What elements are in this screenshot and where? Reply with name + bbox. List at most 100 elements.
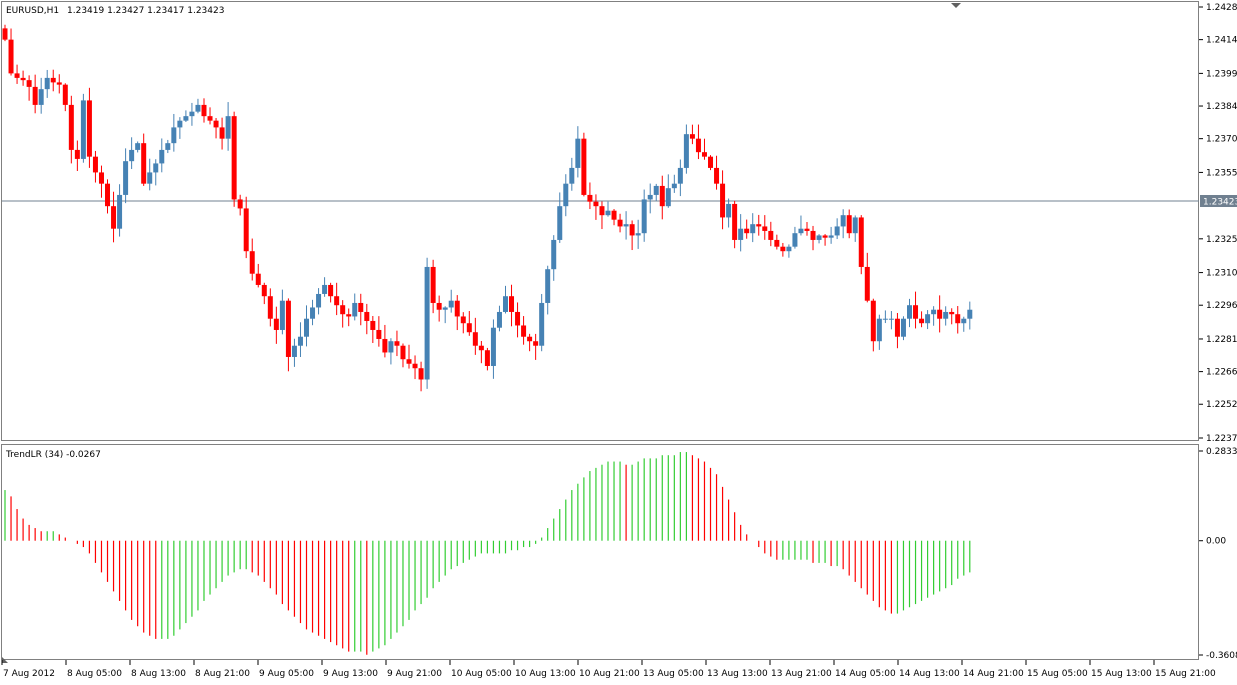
candle [225, 102, 231, 151]
candle [653, 183, 659, 201]
candle-body [448, 300, 454, 308]
candle [177, 117, 183, 139]
candle [780, 242, 786, 257]
candle-body [900, 318, 906, 337]
candle-body [665, 188, 671, 207]
candle [153, 159, 159, 186]
candle [159, 138, 165, 173]
candle-body [792, 233, 798, 247]
candle [147, 158, 153, 191]
candle-body [671, 183, 677, 189]
chart-frame [1, 1, 1199, 663]
candle [454, 295, 460, 331]
candle-body [454, 300, 460, 317]
candle-body [195, 104, 201, 112]
candle-body [870, 300, 876, 342]
candle-body [611, 210, 617, 220]
candle [593, 194, 599, 220]
candle [364, 303, 370, 335]
time-tick-label: 8 Aug 05:00 [67, 669, 122, 679]
candle [744, 219, 750, 239]
candle-body [177, 120, 183, 128]
candle [683, 124, 689, 174]
candle [448, 289, 454, 313]
candle-body [310, 307, 316, 319]
candle-body [44, 77, 50, 90]
candle-body [750, 224, 756, 234]
candle [587, 182, 593, 210]
candle-body [328, 284, 334, 297]
chart-shift-marker-icon[interactable] [951, 3, 961, 8]
candle-body [237, 199, 243, 209]
chart-labels: EURUSD,H1 1.23419 1.23427 1.23417 1.2342… [5, 6, 224, 460]
candle [695, 124, 701, 160]
main-chart-border [1, 1, 1199, 441]
candle-body [714, 167, 720, 184]
candle [792, 226, 798, 249]
candle-body [689, 134, 695, 139]
candle-body [478, 345, 484, 351]
candle-body [937, 309, 943, 319]
candle [304, 305, 309, 347]
candle [436, 295, 442, 322]
candle [870, 298, 876, 352]
candle-body [334, 296, 340, 306]
candle [605, 201, 611, 217]
price-tick-label: 1.23105 [1206, 269, 1237, 279]
candle [768, 221, 774, 247]
candle [659, 175, 665, 220]
candle-body [907, 305, 912, 319]
candle-body [599, 206, 605, 216]
candle-body [557, 206, 563, 240]
candle-body [701, 152, 707, 157]
time-tick-label: 14 Aug 13:00 [899, 669, 960, 679]
indicator-tick-label: 0.00 [1206, 537, 1226, 547]
candle-body [153, 163, 159, 173]
candle [756, 214, 762, 236]
candle-body [888, 318, 894, 320]
candle [207, 107, 213, 125]
candle-body [786, 246, 792, 252]
candle [171, 113, 177, 152]
candle [400, 343, 406, 368]
candle [502, 285, 508, 314]
candle [882, 310, 888, 324]
candle-body [105, 183, 111, 207]
candle-body [647, 194, 653, 200]
candle [213, 117, 219, 139]
candle-body [539, 302, 545, 346]
candle [243, 196, 249, 259]
candle-body [472, 332, 478, 346]
candle-body [267, 296, 273, 319]
candle-body [708, 156, 714, 168]
candle [279, 289, 285, 335]
candle [925, 310, 931, 330]
candle-body [364, 311, 370, 321]
candle [285, 298, 291, 372]
candle-body [569, 167, 575, 184]
candle-body [26, 80, 32, 87]
candle-body [147, 172, 153, 184]
candle-body [442, 307, 448, 310]
candle-body [834, 226, 840, 236]
candle [804, 222, 810, 236]
candle-body [846, 215, 852, 234]
candle-body [798, 228, 804, 234]
candle [424, 257, 430, 389]
candle [105, 179, 111, 214]
candle [569, 157, 575, 191]
candle [828, 226, 834, 244]
candle-body [62, 84, 68, 105]
candle-body [876, 318, 882, 342]
candle [370, 316, 376, 343]
current-price-line: 1.23423 [2, 195, 1237, 208]
candle-body [322, 284, 328, 294]
candle-body [894, 318, 900, 337]
candle [774, 234, 780, 250]
candle-body [255, 273, 261, 285]
candle [141, 133, 147, 186]
candle-body [509, 296, 515, 312]
candle-body [249, 251, 255, 274]
